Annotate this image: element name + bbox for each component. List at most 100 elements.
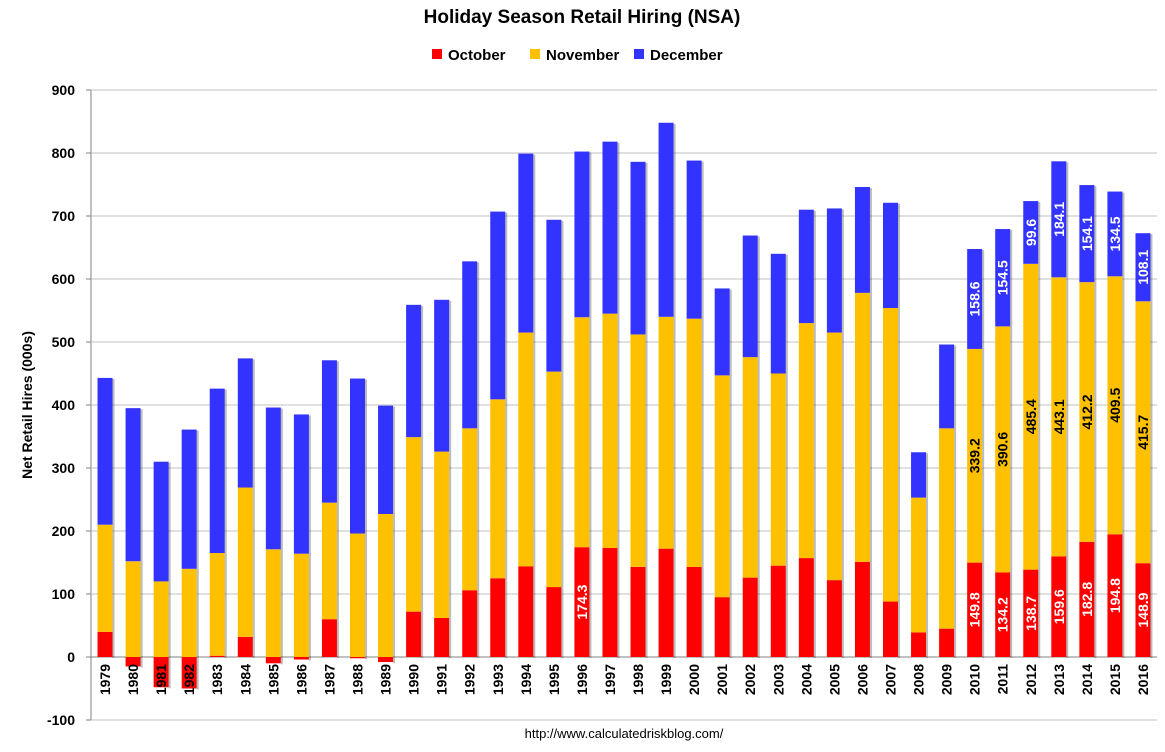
bar-october-1995 <box>546 587 562 657</box>
x-tick-label-1997: 1997 <box>602 664 618 695</box>
bar-october-2003 <box>770 565 786 657</box>
bar-shadow-october-1995 <box>561 588 564 658</box>
bar-shadow-november-2001 <box>729 376 732 599</box>
bar-november-1980 <box>125 561 141 657</box>
data-label-november-2012: 485.4 <box>1023 399 1039 434</box>
bar-october-1981 <box>153 657 169 688</box>
bar-shadow-december-1990 <box>421 305 424 439</box>
y-tick-label: 0 <box>67 649 75 665</box>
bar-shadow-december-2005 <box>841 209 844 334</box>
bar-shadow-october-2012 <box>1038 570 1041 658</box>
bar-december-1996 <box>574 151 590 318</box>
bar-october-1991 <box>434 617 450 657</box>
bar-november-2009 <box>939 428 955 629</box>
bar-shadow-november-1994 <box>533 333 536 568</box>
bar-november-1989 <box>378 513 394 657</box>
bar-december-2010 <box>967 249 983 349</box>
bar-december-1984 <box>237 358 253 488</box>
bar-december-1991 <box>434 299 450 452</box>
bar-december-1997 <box>602 141 618 314</box>
bar-shadow-november-2003 <box>785 374 788 567</box>
y-tick-label: -100 <box>47 712 75 728</box>
x-tick-label-2012: 2012 <box>1023 664 1039 695</box>
x-tick-label-2002: 2002 <box>742 664 758 695</box>
bar-shadow-november-1992 <box>477 429 480 592</box>
legend-label-october: October <box>448 47 506 64</box>
data-label-december-2010: 158.6 <box>967 281 983 316</box>
bar-october-2006 <box>854 561 870 657</box>
bar-shadow-december-1984 <box>252 359 255 489</box>
data-label-november-2016: 415.7 <box>1135 415 1151 450</box>
bar-shadow-november-2006 <box>869 293 872 563</box>
bar-shadow-november-1983 <box>224 554 227 657</box>
bar-shadow-december-1983 <box>224 389 227 555</box>
bar-november-1979 <box>97 524 113 632</box>
bar-december-1990 <box>406 304 422 438</box>
x-tick-label-2010: 2010 <box>967 664 983 695</box>
x-tick-label-2013: 2013 <box>1051 664 1067 695</box>
bar-shadow-november-1982 <box>196 569 199 658</box>
bar-shadow-december-2016 <box>1150 234 1153 303</box>
bar-shadow-october-2007 <box>898 602 900 658</box>
data-label-november-2010: 339.2 <box>967 438 983 473</box>
legend-label-november: November <box>546 47 620 64</box>
legend-swatch-october <box>432 49 442 59</box>
bar-shadow-november-1979 <box>112 525 115 633</box>
bar-december-2006 <box>854 187 870 293</box>
bar-shadow-december-1985 <box>280 408 283 551</box>
bar-shadow-december-2001 <box>729 289 732 377</box>
bar-december-1986 <box>293 414 309 554</box>
bar-october-1988 <box>350 657 365 659</box>
x-tick-label-1994: 1994 <box>518 664 534 695</box>
y-tick-label: 300 <box>52 460 76 476</box>
bar-december-1987 <box>321 360 337 503</box>
bar-shadow-december-2004 <box>813 210 816 325</box>
bar-shadow-december-2007 <box>898 203 900 309</box>
bar-november-2007 <box>883 307 898 602</box>
data-label-november-2013: 443.1 <box>1051 399 1067 434</box>
bar-november-1988 <box>350 533 365 657</box>
bar-shadow-october-2014 <box>1094 542 1097 658</box>
bar-november-2010 <box>967 348 983 563</box>
bar-november-2014 <box>1079 282 1095 542</box>
x-tick-label-1987: 1987 <box>321 664 337 695</box>
y-tick-label: 800 <box>52 145 76 161</box>
chart-title: Holiday Season Retail Hiring (NSA) <box>424 7 741 28</box>
x-tick-label-2008: 2008 <box>911 664 927 695</box>
bar-november-1993 <box>490 399 506 579</box>
x-tick-label-2016: 2016 <box>1135 664 1151 695</box>
bar-november-2012 <box>1023 263 1039 570</box>
bar-shadow-november-1995 <box>561 372 564 589</box>
bar-shadow-october-1989 <box>393 658 396 664</box>
bar-october-2009 <box>939 628 955 657</box>
x-tick-labels: 1979 1980 1981 1982 1983 1984 1985 1986 1987 1988… <box>97 664 1151 695</box>
bar-october-2016 <box>1135 563 1151 657</box>
bar-shadow-october-1987 <box>336 620 339 658</box>
x-tick-label-2005: 2005 <box>826 664 842 695</box>
bar-december-2002 <box>742 235 758 358</box>
bar-shadow-november-1999 <box>673 317 676 550</box>
bar-shadow-december-2013 <box>1066 162 1069 279</box>
bar-november-1983 <box>209 553 225 656</box>
bar-december-2016 <box>1135 233 1151 302</box>
bar-november-2011 <box>995 326 1011 573</box>
bar-shadow-december-1986 <box>308 415 311 555</box>
data-label-december-2011: 154.5 <box>995 260 1011 295</box>
bar-november-1985 <box>265 549 281 657</box>
data-label-october-2010: 149.8 <box>967 592 983 627</box>
data-label-october-2011: 134.2 <box>995 597 1011 632</box>
bar-november-2015 <box>1107 276 1123 535</box>
bar-shadow-december-2003 <box>785 254 788 375</box>
bar-december-2014 <box>1079 185 1095 283</box>
bar-december-1992 <box>462 261 478 429</box>
bar-shadow-october-2000 <box>701 567 704 658</box>
bar-october-1994 <box>518 566 534 657</box>
x-tick-label-1982: 1982 <box>181 664 197 695</box>
bar-november-1984 <box>237 487 253 637</box>
x-tick-label-1996: 1996 <box>574 664 590 695</box>
bar-december-2011 <box>995 229 1011 327</box>
x-tick-label-1984: 1984 <box>237 664 253 695</box>
legend-label-december: December <box>650 47 723 64</box>
bar-december-1985 <box>265 407 281 550</box>
bar-shadow-november-1980 <box>140 562 143 658</box>
